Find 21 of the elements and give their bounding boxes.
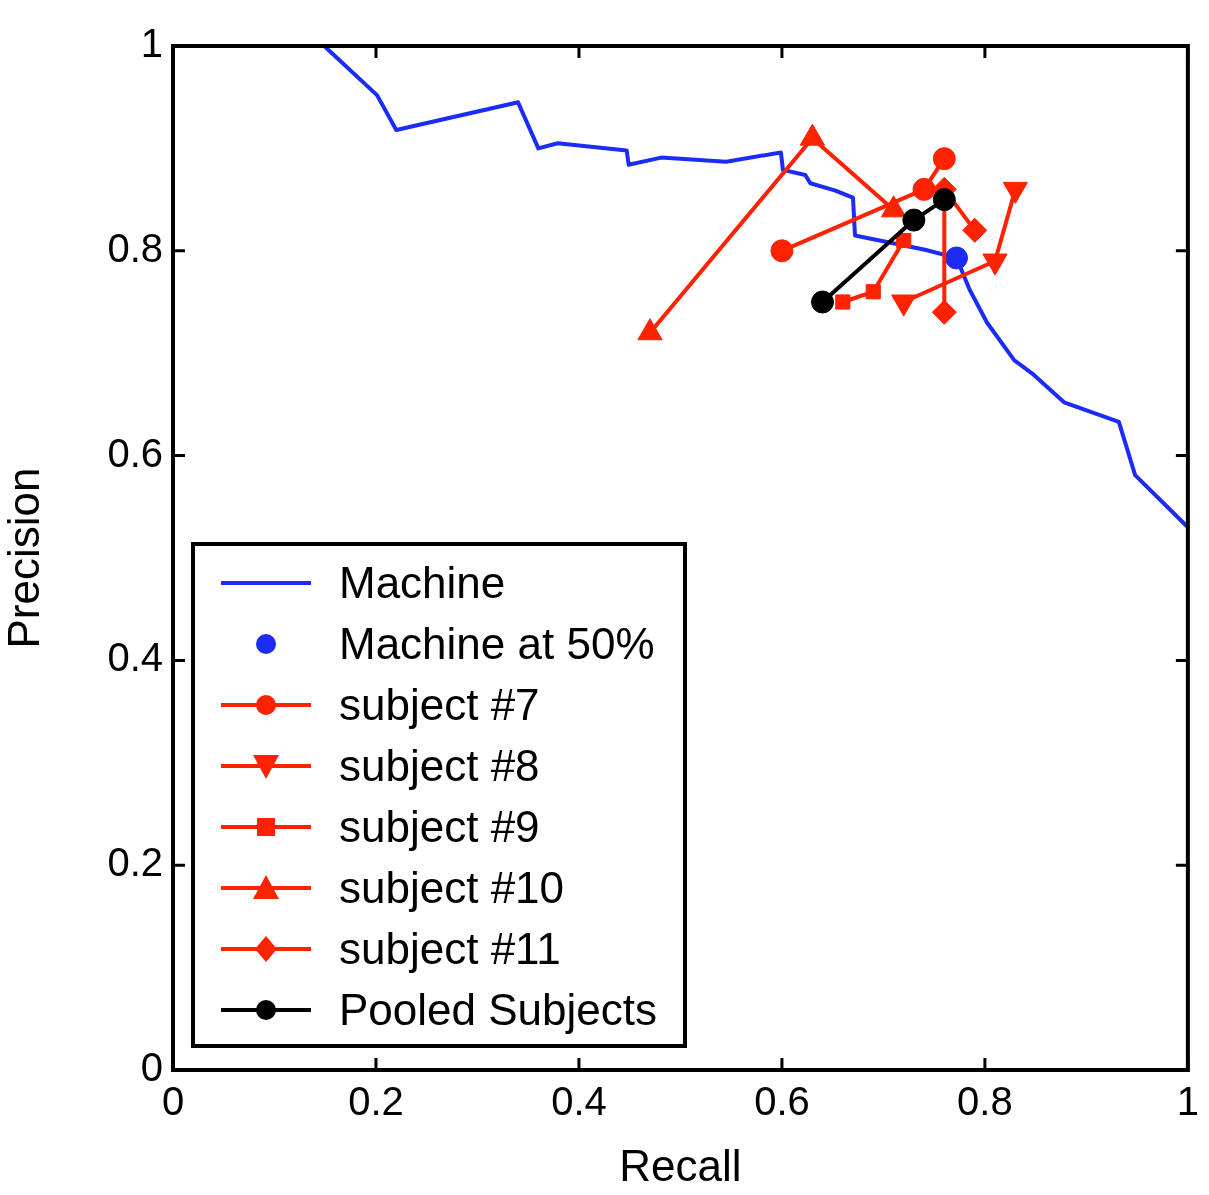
x-tick-label: 0.6 bbox=[754, 1079, 810, 1124]
x-tick-label: 0.2 bbox=[348, 1079, 404, 1124]
y-tick-label: 0.2 bbox=[107, 840, 163, 885]
y-tick-label: 0.8 bbox=[107, 225, 163, 270]
y-tick-label: 0.6 bbox=[107, 430, 163, 475]
x-tick-label: 1 bbox=[1176, 1079, 1199, 1124]
legend-label: subject #9 bbox=[339, 801, 540, 852]
legend-label: Machine bbox=[339, 557, 506, 608]
x-tick-label: 0.8 bbox=[957, 1079, 1013, 1124]
x-axis-title: Recall bbox=[619, 1140, 742, 1190]
x-tick-label: 0.4 bbox=[551, 1079, 607, 1124]
legend-label: subject #8 bbox=[339, 740, 540, 791]
legend-label: Machine at 50% bbox=[339, 618, 655, 669]
legend-label: Pooled Subjects bbox=[339, 984, 657, 1035]
y-tick-label: 0.4 bbox=[107, 635, 163, 680]
y-tick-label: 1 bbox=[140, 21, 163, 66]
legend-label: subject #11 bbox=[339, 923, 561, 974]
y-axis-title: Precision bbox=[0, 467, 48, 649]
legend-label: subject #10 bbox=[339, 862, 565, 913]
y-tick-label: 0 bbox=[140, 1045, 163, 1090]
legend-label: subject #7 bbox=[339, 679, 540, 730]
